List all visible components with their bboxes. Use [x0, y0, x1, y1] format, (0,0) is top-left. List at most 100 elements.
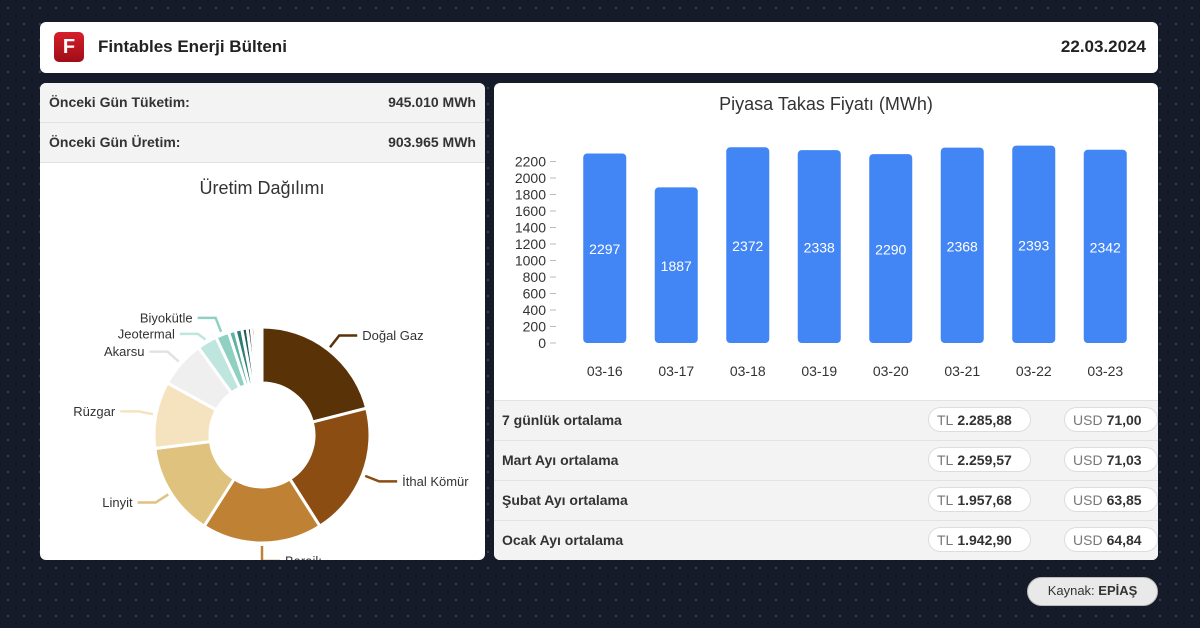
y-tick-label: 400 — [523, 302, 547, 318]
table-row: 7 günlük ortalama TL 2.285,88 USD 71,00 — [494, 400, 1158, 440]
stat-label: Önceki Gün Üretim: — [49, 134, 181, 150]
currency: TL — [937, 452, 954, 468]
leader-line — [197, 316, 223, 333]
segment-label: Doğal Gaz — [362, 328, 423, 343]
table-row: Ocak Ayı ortalama TL 1.942,90 USD 64,84 — [494, 520, 1158, 560]
x-tick-label: 03-22 — [1016, 363, 1052, 379]
amount: 2.285,88 — [957, 412, 1012, 428]
currency: TL — [937, 532, 954, 548]
value-label: 2342 — [1090, 239, 1121, 255]
bar — [1083, 149, 1127, 343]
amount: 63,85 — [1106, 492, 1142, 508]
leader-line — [260, 546, 280, 560]
row-label: Şubat Ayı ortalama — [502, 492, 628, 508]
amount: 1.957,68 — [957, 492, 1012, 508]
bar — [869, 154, 913, 343]
logo: F — [54, 32, 84, 62]
stat-row: Önceki Gün Üretim: 903.965 MWh — [40, 123, 485, 163]
amount: 71,00 — [1106, 412, 1142, 428]
bar — [797, 150, 841, 343]
amount: 2.259,57 — [957, 452, 1012, 468]
y-tick-label: 1800 — [515, 187, 546, 203]
donut-segment — [287, 406, 372, 529]
leader-line — [329, 334, 358, 349]
y-tick-label: 0 — [538, 335, 546, 351]
value-label: 2368 — [947, 238, 978, 254]
value-label: 2290 — [875, 242, 906, 258]
chart-title: Piyasa Takas Fiyatı (MWh) — [719, 94, 933, 114]
bar — [940, 147, 984, 343]
y-tick-label: 1200 — [515, 236, 546, 252]
value-label: 2297 — [589, 241, 620, 257]
segment-label: İthal Kömür — [402, 474, 469, 489]
price-pill: USD 71,03 — [1064, 447, 1158, 472]
x-tick-label: 03-23 — [1087, 363, 1123, 379]
y-tick-label: 1600 — [515, 203, 546, 219]
leader-line — [137, 493, 169, 504]
left-panel: Önceki Gün Tüketim: 945.010 MWh Önceki G… — [40, 83, 485, 560]
leader-line — [120, 410, 154, 416]
y-tick-label: 800 — [523, 269, 547, 285]
bar — [1012, 145, 1056, 343]
y-tick-label: 1400 — [515, 220, 546, 236]
source-label: Kaynak: — [1047, 583, 1095, 598]
price-pill: TL 1.942,90 — [928, 527, 1031, 552]
date: 22.03.2024 — [1060, 37, 1146, 56]
stat-label: Önceki Gün Tüketim: — [49, 94, 190, 110]
value-label: 2372 — [732, 238, 763, 254]
donut-chart: Üretim Dağılımı Doğal Gaz İthal Kömür Bara… — [73, 178, 469, 561]
bar-chart: Piyasa Takas Fiyatı (MWh) 02004006008001… — [515, 94, 1127, 379]
currency: USD — [1073, 492, 1103, 508]
donut-segment — [260, 325, 369, 424]
bar — [654, 187, 698, 343]
segment-label: Rüzgar — [73, 404, 116, 419]
leader-line — [149, 350, 180, 363]
currency: TL — [937, 492, 954, 508]
price-pill: TL 2.259,57 — [928, 447, 1031, 472]
bar — [726, 147, 770, 343]
value-label: 1887 — [661, 258, 692, 274]
price-pill: TL 2.285,88 — [928, 407, 1031, 432]
x-tick-label: 03-16 — [587, 363, 623, 379]
y-tick-label: 600 — [523, 286, 547, 302]
segment-label: Akarsu — [104, 344, 144, 359]
stat-value: 945.010 MWh — [388, 94, 476, 110]
leader-line — [364, 474, 398, 483]
currency: USD — [1073, 452, 1103, 468]
table-row: Mart Ayı ortalama TL 2.259,57 USD 71,03 — [494, 440, 1158, 480]
source-value: EPİAŞ — [1098, 583, 1138, 598]
amount: 64,84 — [1106, 532, 1142, 548]
value-label: 2338 — [804, 240, 835, 256]
price-pill: USD 64,84 — [1064, 527, 1158, 552]
value-label: 2393 — [1018, 237, 1049, 253]
currency: TL — [937, 412, 954, 428]
title: Fintables Enerji Bülteni — [98, 37, 287, 56]
x-tick-label: 03-17 — [658, 363, 694, 379]
y-tick-label: 2200 — [515, 154, 546, 170]
chart-title: Üretim Dağılımı — [199, 178, 324, 198]
y-tick-label: 1000 — [515, 253, 546, 269]
segment-label: Barajlı — [285, 554, 322, 561]
row-label: Mart Ayı ortalama — [502, 452, 619, 468]
x-tick-label: 03-21 — [944, 363, 980, 379]
donut-segment — [259, 325, 264, 385]
table-row: Şubat Ayı ortalama TL 1.957,68 USD 63,85 — [494, 480, 1158, 520]
source: Kaynak: EPİAŞ — [1027, 577, 1158, 606]
currency: USD — [1073, 532, 1103, 548]
stat-value: 903.965 MWh — [388, 134, 476, 150]
y-tick-label: 2000 — [515, 170, 546, 186]
stat-row: Önceki Gün Tüketim: 945.010 MWh — [40, 83, 485, 123]
x-tick-label: 03-18 — [730, 363, 766, 379]
segment-label: Linyit — [102, 495, 133, 510]
right-panel: Piyasa Takas Fiyatı (MWh) 0 200 400 600 800 1… — [494, 83, 1158, 560]
amount: 71,03 — [1106, 452, 1142, 468]
donut-segment — [202, 476, 322, 545]
row-label: 7 günlük ortalama — [502, 412, 622, 428]
amount: 1.942,90 — [957, 532, 1012, 548]
segment-label: Biyokütle — [140, 310, 193, 325]
segment-label: Jeotermal — [118, 326, 175, 341]
price-pill: USD 71,00 — [1064, 407, 1158, 432]
leader-line — [179, 332, 207, 341]
bar — [583, 153, 627, 343]
